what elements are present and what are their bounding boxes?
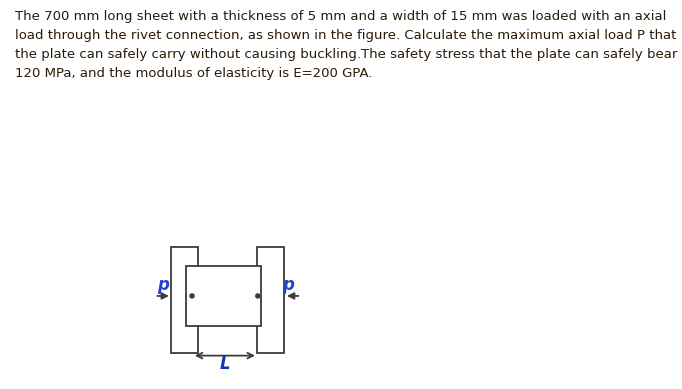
Bar xyxy=(186,266,261,326)
Circle shape xyxy=(190,294,194,298)
Bar xyxy=(256,247,284,352)
Text: p: p xyxy=(157,276,168,294)
Text: The 700 mm long sheet with a thickness of 5 mm and a width of 15 mm was loaded w: The 700 mm long sheet with a thickness o… xyxy=(15,10,682,80)
Circle shape xyxy=(256,294,260,298)
Text: p: p xyxy=(282,276,294,294)
Text: L: L xyxy=(220,355,231,373)
Bar xyxy=(170,247,198,352)
